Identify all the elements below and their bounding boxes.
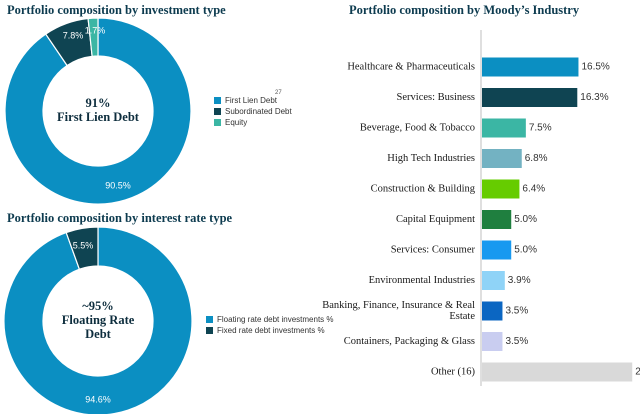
bar (482, 88, 578, 107)
category-label: High Tech Industries (387, 153, 475, 164)
bar-value-label: 16.5% (581, 62, 609, 73)
legend-swatch (214, 97, 221, 104)
donut-center-label: 91% (86, 96, 111, 110)
bar (482, 332, 503, 351)
category-label: Banking, Finance, Insurance & Real (322, 300, 475, 311)
donut-value-label: 7.8% (63, 30, 84, 40)
bar (482, 149, 522, 168)
bar (482, 240, 512, 260)
bar-value-label: 6.8% (525, 153, 548, 164)
donut-slice-first-lien-debt (4, 17, 192, 205)
bar (482, 118, 526, 138)
bar-value-label: 7.5% (529, 123, 552, 134)
category-label: Healthcare & Pharmaceuticals (347, 61, 475, 72)
donut-center (43, 266, 153, 376)
legend-swatch (214, 108, 221, 115)
donut-center-label: Debt (85, 327, 112, 341)
donut-center-label: First Lien Debt (57, 110, 140, 124)
category-label: Services: Consumer (391, 244, 476, 255)
legend-label: Fixed rate debt investments % (217, 326, 325, 335)
bar-value-label: 16.3% (580, 92, 608, 103)
donut-value-label: 5.5% (73, 240, 94, 250)
donut-value-label: 90.5% (105, 180, 131, 190)
bar-value-label: 3.5% (505, 336, 528, 347)
donut-slice-fixed-rate-debt-investments- (65, 226, 99, 271)
bar (482, 57, 579, 77)
bar-value-label: 25.7% (635, 367, 640, 378)
industry-title: Portfolio composition by Moody’s Industr… (349, 3, 580, 17)
category-label: Capital Equipment (396, 214, 475, 225)
category-label: Construction & Building (371, 183, 476, 194)
investment-type-title: Portfolio composition by investment type (7, 3, 226, 17)
category-label: Other (16) (431, 366, 476, 377)
bar (482, 179, 520, 199)
bar-value-label: 5.0% (514, 245, 537, 256)
legend-swatch (206, 327, 213, 334)
interest-rate-title: Portfolio composition by interest rate t… (7, 211, 233, 225)
legend-swatch (206, 316, 213, 323)
category-label: Estate (449, 311, 475, 322)
donut-slice-floating-rate-debt-investments- (3, 226, 193, 414)
bar-value-label: 3.9% (508, 275, 531, 286)
legend-label: Equity (225, 118, 247, 127)
bar-value-label: 5.0% (514, 214, 537, 225)
legend-label: Subordinated Debt (225, 107, 292, 116)
legend-label: Floating rate debt investments % (217, 315, 334, 324)
investment-type-legend: First Lien Debt Subordinated Debt Equity 27 (214, 90, 292, 127)
interest-rate-legend: Floating rate debt investments % Fixed ra… (206, 315, 334, 335)
bar (482, 362, 633, 382)
donut-center (43, 56, 153, 166)
category-label: Beverage, Food & Tobacco (360, 122, 475, 133)
investment-type-donut: 90.5% 7.8% 1.7% 91%First Lien Debt (4, 17, 192, 205)
bar (482, 301, 503, 321)
footnote-marker: 27 (275, 90, 282, 96)
category-label: Containers, Packaging & Glass (344, 336, 475, 347)
industry-bar-chart: Healthcare & Pharmaceuticals 16.5% Service… (322, 30, 640, 386)
legend-label: First Lien Debt (225, 96, 278, 105)
category-label: Services: Business (397, 92, 475, 103)
donut-center-label: Floating Rate (62, 313, 135, 327)
legend-swatch (214, 119, 221, 126)
bar-value-label: 3.5% (505, 306, 528, 317)
bar (482, 210, 512, 229)
bar-value-label: 6.4% (522, 184, 545, 195)
donut-value-label: 94.6% (85, 394, 111, 404)
category-label: Environmental Industries (369, 275, 475, 286)
bar (482, 271, 505, 290)
donut-value-label: 1.7% (85, 25, 106, 35)
donut-center-label: ~95% (82, 299, 114, 313)
donut-slice-equity (87, 17, 99, 57)
